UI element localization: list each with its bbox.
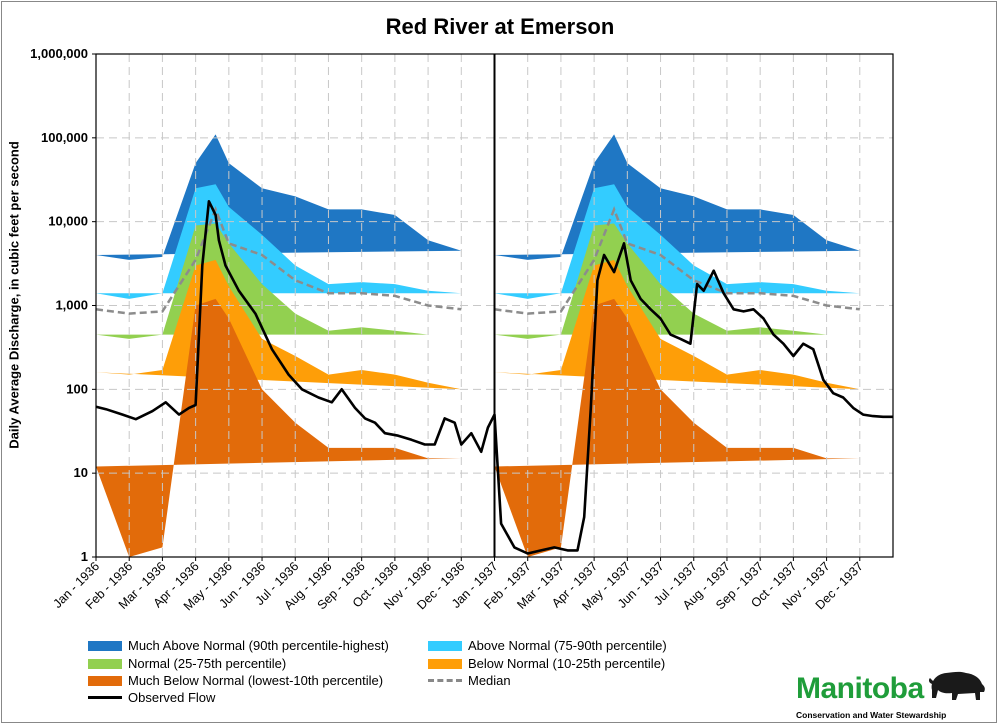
band-below-normal-1937	[494, 259, 860, 390]
legend-swatch	[88, 675, 122, 686]
legend-swatch	[428, 640, 462, 651]
y-tick-label: 100	[66, 381, 88, 396]
median-line-1936	[95, 205, 462, 315]
manitoba-logo: Manitoba Conservation and Water Stewards…	[796, 668, 996, 724]
legend-item: Much Below Normal (lowest-10th percentil…	[88, 673, 383, 688]
legend-swatch	[88, 658, 122, 669]
band-much-below-normal-1937	[494, 298, 860, 557]
legend-swatch	[88, 696, 122, 699]
legend-item: Observed Flow	[88, 690, 215, 705]
legend-swatch	[428, 658, 462, 669]
legend-label: Observed Flow	[128, 690, 216, 705]
y-tick-label: 1,000,000	[30, 46, 88, 61]
observed-flow-line	[95, 200, 893, 555]
legend-swatch	[88, 640, 122, 651]
band-below-normal-1936	[96, 259, 462, 390]
y-tick-label: 1	[81, 549, 88, 564]
legend-label: Median	[468, 673, 511, 688]
legend-label: Much Below Normal (lowest-10th percentil…	[128, 673, 384, 688]
legend-item: Median	[428, 673, 511, 688]
logo-subtitle: Conservation and Water Stewardship	[796, 710, 947, 720]
legend-label: Much Above Normal (90th percentile-highe…	[128, 638, 389, 653]
median-line-1937	[494, 205, 860, 315]
y-tick-label: 1,000	[55, 298, 88, 313]
y-tick-label: 10	[74, 465, 88, 480]
legend-item: Above Normal (75-90th percentile)	[428, 638, 667, 653]
chart-title: Red River at Emerson	[385, 14, 615, 39]
legend-swatch	[428, 679, 462, 682]
band-much-below-normal-1936	[96, 298, 462, 557]
legend-item: Much Above Normal (90th percentile-highe…	[88, 638, 389, 653]
legend-item: Below Normal (10-25th percentile)	[428, 656, 665, 671]
legend-label: Normal (25-75th percentile)	[128, 656, 287, 671]
bison-icon	[928, 671, 985, 700]
legend-label: Above Normal (75-90th percentile)	[468, 638, 667, 653]
legend-item: Normal (25-75th percentile)	[88, 656, 286, 671]
y-tick-label: 10,000	[48, 214, 88, 229]
y-tick-label: 100,000	[41, 130, 88, 145]
logo-wordmark: Manitoba	[796, 672, 924, 705]
legend-label: Below Normal (10-25th percentile)	[468, 656, 666, 671]
